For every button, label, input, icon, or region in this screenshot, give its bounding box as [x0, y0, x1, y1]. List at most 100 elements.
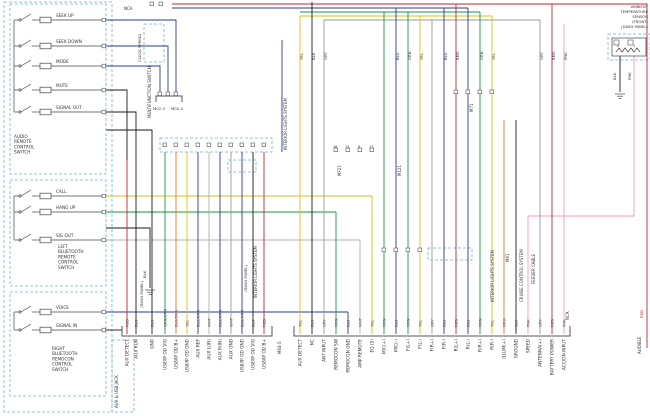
pin-label: REMOCON SW	[334, 338, 340, 369]
wire-color-label: BLU	[442, 319, 447, 327]
pin-square	[158, 1, 163, 6]
wire-color-label: YEL	[418, 319, 423, 327]
diagram-label: YEL	[419, 52, 424, 60]
resistor	[39, 208, 52, 216]
diagram-label: RED	[551, 52, 556, 60]
wire-blu	[106, 45, 169, 96]
pin-square	[489, 89, 494, 94]
switch-lever	[20, 105, 32, 113]
diagram-label: AUDIBLE	[637, 336, 642, 354]
component-name: LEFT	[58, 244, 68, 249]
wire-color-label: BLK	[251, 319, 256, 327]
pin-square	[405, 247, 410, 252]
switch-label: SIGNAL IN	[56, 323, 77, 328]
component-name: CONTROL	[58, 260, 79, 265]
diagram-label: INTERIOR LIGHTS SYSTEM	[283, 97, 288, 150]
pin-square	[101, 309, 106, 315]
diagram-label: GRY	[539, 52, 544, 60]
switch-lever	[20, 59, 32, 67]
diagram-label: (DASH PANEL)	[243, 265, 248, 292]
pin-label: US8/IP OD GND	[185, 338, 191, 372]
pin-square	[477, 89, 482, 94]
switch-contact	[18, 210, 22, 214]
wire-color-label: RED	[262, 319, 267, 327]
diagram-label: BLU	[395, 52, 400, 60]
pin-square	[184, 142, 189, 147]
wire-blk	[106, 111, 137, 160]
diagram-label: (DASH PANEL)	[621, 24, 648, 29]
pin-square	[165, 91, 170, 96]
pin-square	[162, 142, 167, 147]
pin-label: AUX RUN	[134, 339, 140, 359]
diagram-label: RED	[455, 52, 460, 60]
resistor	[39, 108, 52, 116]
resistor	[39, 192, 52, 200]
wire-color-label: GRY	[322, 319, 327, 327]
diagram-label: 1	[633, 44, 635, 48]
pin-label: REMOCON GND	[346, 338, 352, 372]
pin-square	[195, 142, 200, 147]
pin-label: MIC(+)	[382, 339, 388, 354]
pin-square	[369, 147, 374, 152]
wire-color-label: RED	[454, 319, 459, 327]
diagram-label: PNK	[627, 72, 632, 80]
switch-lever	[20, 233, 32, 241]
wire-color-label: BLU	[394, 319, 399, 327]
pin-label: F(L+)	[406, 339, 412, 351]
diagram-label: YEL	[491, 52, 496, 60]
diagram-label: 12	[345, 145, 349, 149]
pin-label: US8/IP OD B+	[174, 339, 180, 369]
pin-label: US8/IP OD VIO	[251, 338, 257, 370]
pin-label: AUX R(IN)	[218, 339, 224, 361]
switch-label: MODE	[56, 59, 69, 64]
diagram-label: MF21	[337, 165, 342, 176]
wire-color-label: YEL	[370, 319, 375, 327]
switch-label: VOICE	[56, 305, 69, 310]
diagram-label: PNK	[563, 52, 568, 60]
diagram-label: SENSOR	[632, 14, 648, 19]
diagram-label: (DASH PANEL)	[139, 281, 144, 308]
wire-color-label: GRY	[538, 319, 543, 327]
pin-square	[228, 142, 233, 147]
diagram-label: M71	[469, 103, 474, 112]
diagram-label: AUX & USB JACK	[114, 375, 119, 408]
switch-lever	[20, 305, 32, 313]
component-name: SWITCH	[52, 367, 68, 372]
wire-color-label: YEL	[298, 319, 303, 327]
wire-color-label: BLK	[134, 319, 139, 327]
pin-square	[206, 142, 211, 147]
wire-color-label: GRN	[334, 318, 339, 327]
pin-label: GROUND	[514, 338, 520, 358]
pin-square	[453, 89, 458, 94]
wire-color-label: BLK	[150, 319, 155, 327]
diagram-label: BLK	[612, 72, 617, 80]
pin-square	[465, 89, 470, 94]
pin-square	[417, 247, 422, 252]
pin-square	[101, 43, 106, 49]
component-name: REMOCON	[52, 356, 74, 361]
wire-color-label: BLU	[466, 319, 471, 327]
diagram-label: FEEDER CABLE	[531, 253, 536, 284]
pin-label: AUX GND	[229, 338, 235, 359]
component-name: BLUETOOTH	[58, 249, 84, 254]
pin-label: F(L-)	[418, 339, 424, 349]
wire-color-label: WHT	[358, 317, 363, 327]
diagram-label: YEL	[299, 52, 304, 60]
switch-contact	[18, 44, 22, 48]
diagram-label: CLOCK SPRING	[137, 34, 142, 62]
switch-contact	[18, 110, 22, 114]
component-name: BLUETOOTH	[52, 351, 78, 356]
pin-square	[381, 247, 386, 252]
wire-color-label: RED	[550, 319, 555, 327]
switch-contact	[18, 18, 22, 22]
diagram-label: M61	[505, 253, 510, 262]
diagram-label: M02-3	[153, 106, 165, 111]
connector-bracket	[121, 326, 273, 337]
wire-color-label: YEL	[490, 319, 495, 327]
pin-label: GND	[150, 338, 156, 349]
diagram-label: BLK	[311, 52, 316, 60]
diagram-label: CRUISE CONTROL SYSTEM	[519, 249, 524, 302]
switch-lever	[20, 13, 32, 21]
switch-lever	[20, 323, 32, 331]
wire-color-label: BLK	[514, 319, 519, 327]
